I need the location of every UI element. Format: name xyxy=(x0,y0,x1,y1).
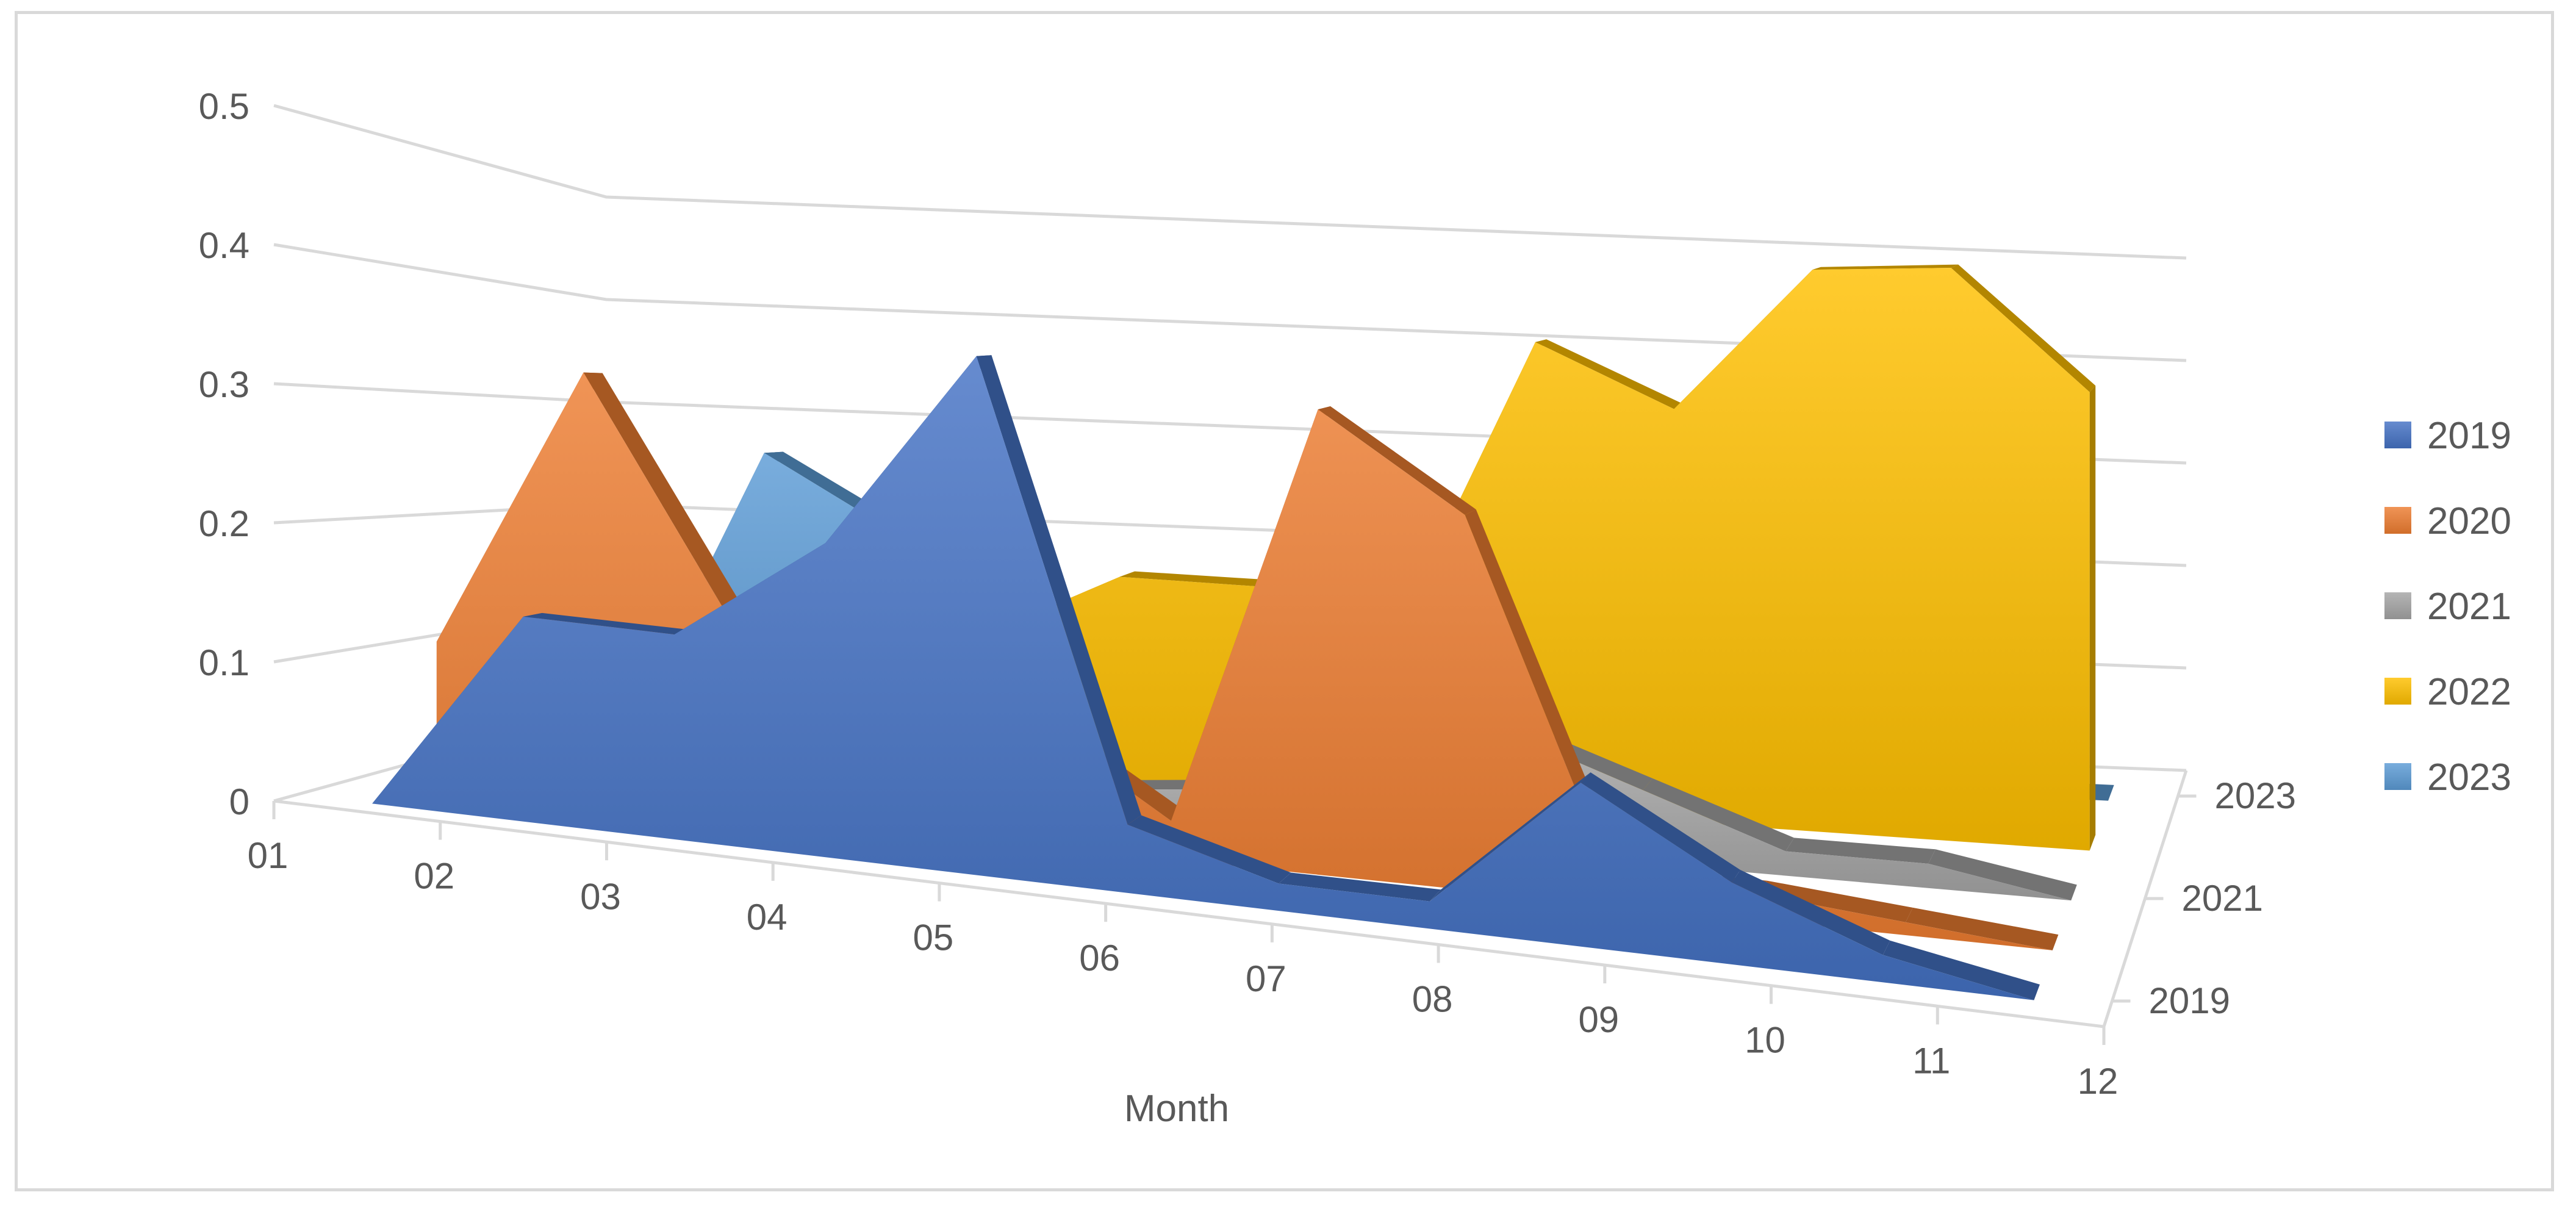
depth-tick-label: 2019 xyxy=(2149,980,2230,1021)
area-top-edge xyxy=(1119,571,1272,587)
y-tick-label: 0.1 xyxy=(199,642,249,683)
area-series xyxy=(372,264,2114,1000)
x-tick-label: 11 xyxy=(1912,1040,1950,1081)
y-axis-tick-labels: 0 0.1 0.2 0.3 0.4 0.5 xyxy=(199,86,249,822)
legend-swatch xyxy=(2384,678,2411,705)
gridline xyxy=(273,243,2187,362)
area-top-edge xyxy=(1812,264,1959,270)
legend-label: 2022 xyxy=(2427,671,2511,713)
area-top-edge xyxy=(583,372,748,620)
y-tick-label: 0.4 xyxy=(199,225,249,266)
area-top-edge xyxy=(1785,838,1936,864)
area-top-edge xyxy=(1882,940,2040,1000)
x-tick-label: 05 xyxy=(913,917,954,958)
x-tick-label: 03 xyxy=(580,876,621,917)
x-tick-label: 12 xyxy=(2078,1061,2119,1102)
area-series-2019 xyxy=(372,355,2040,1000)
area-end-cap xyxy=(2089,386,2096,851)
legend-item-2023: 2023 xyxy=(2384,756,2511,799)
legend-swatch xyxy=(2384,422,2411,448)
x-tick-label: 04 xyxy=(747,897,788,938)
depth-tick-label: 2021 xyxy=(2182,878,2263,919)
y-tick-label: 0 xyxy=(229,781,249,822)
x-tick-label: 10 xyxy=(1745,1020,1785,1061)
area-top-edge xyxy=(1127,815,1291,884)
gridline xyxy=(273,104,2187,260)
area-top-edge xyxy=(1318,406,1476,515)
legend-swatch xyxy=(2384,763,2411,790)
area-top-edge xyxy=(1759,880,1913,922)
area-top-edge xyxy=(1643,778,1795,852)
legend-item-2022: 2022 xyxy=(2384,671,2511,713)
legend-item-2019: 2019 xyxy=(2384,415,2511,457)
x-tick-label: 06 xyxy=(1079,938,1120,978)
area-top-edge xyxy=(1535,339,1684,409)
x-tick-label: 08 xyxy=(1412,978,1453,1019)
x-axis xyxy=(272,799,2106,1045)
legend-item-2021: 2021 xyxy=(2384,586,2511,628)
y-tick-label: 0.3 xyxy=(199,364,249,405)
area-top-edge xyxy=(1732,870,1890,955)
area-top-edge xyxy=(1928,849,2077,901)
area-top-edge xyxy=(1906,907,2059,950)
depth-axis: 2019 2021 2023 xyxy=(2102,770,2296,1027)
legend-label: 2020 xyxy=(2427,500,2511,542)
x-axis-tick-labels: 01 02 03 04 05 06 07 08 09 10 11 12 xyxy=(248,835,2119,1102)
legend-label: 2019 xyxy=(2427,415,2511,457)
x-tick-label: 01 xyxy=(248,835,289,876)
area-chart-3d: 0 0.1 0.2 0.3 0.4 0.5 01 02 03 04 05 06 07 08 09 10 11 1… xyxy=(199,86,2511,1130)
area-top-edge xyxy=(1429,772,1591,902)
x-axis-line xyxy=(273,799,2104,1028)
depth-tick-label: 2023 xyxy=(2215,775,2296,816)
y-tick-label: 0.2 xyxy=(199,503,249,544)
area-top-edge xyxy=(1580,772,1740,883)
legend: 2019 2020 2021 2022 2023 xyxy=(2384,415,2511,799)
legend-label: 2021 xyxy=(2427,586,2511,628)
area-top-edge xyxy=(1279,872,1441,902)
chart-container: 0 0.1 0.2 0.3 0.4 0.5 01 02 03 04 05 06 07 08 09 10 11 1… xyxy=(15,11,2554,1191)
legend-item-2020: 2020 xyxy=(2384,500,2511,542)
area-top-edge xyxy=(1951,264,2096,392)
area-top-edge xyxy=(523,612,692,635)
area-2019 xyxy=(372,356,2034,1000)
x-tick-label: 07 xyxy=(1246,958,1286,999)
legend-label: 2023 xyxy=(2427,756,2511,799)
legend-swatch xyxy=(2384,507,2411,534)
x-tick-label: 09 xyxy=(1578,999,1619,1040)
legend-swatch xyxy=(2384,592,2411,619)
x-axis-title: Month xyxy=(1124,1088,1229,1130)
y-tick-label: 0.5 xyxy=(199,86,249,127)
area-top-edge xyxy=(976,355,1141,825)
x-tick-label: 02 xyxy=(414,856,454,897)
